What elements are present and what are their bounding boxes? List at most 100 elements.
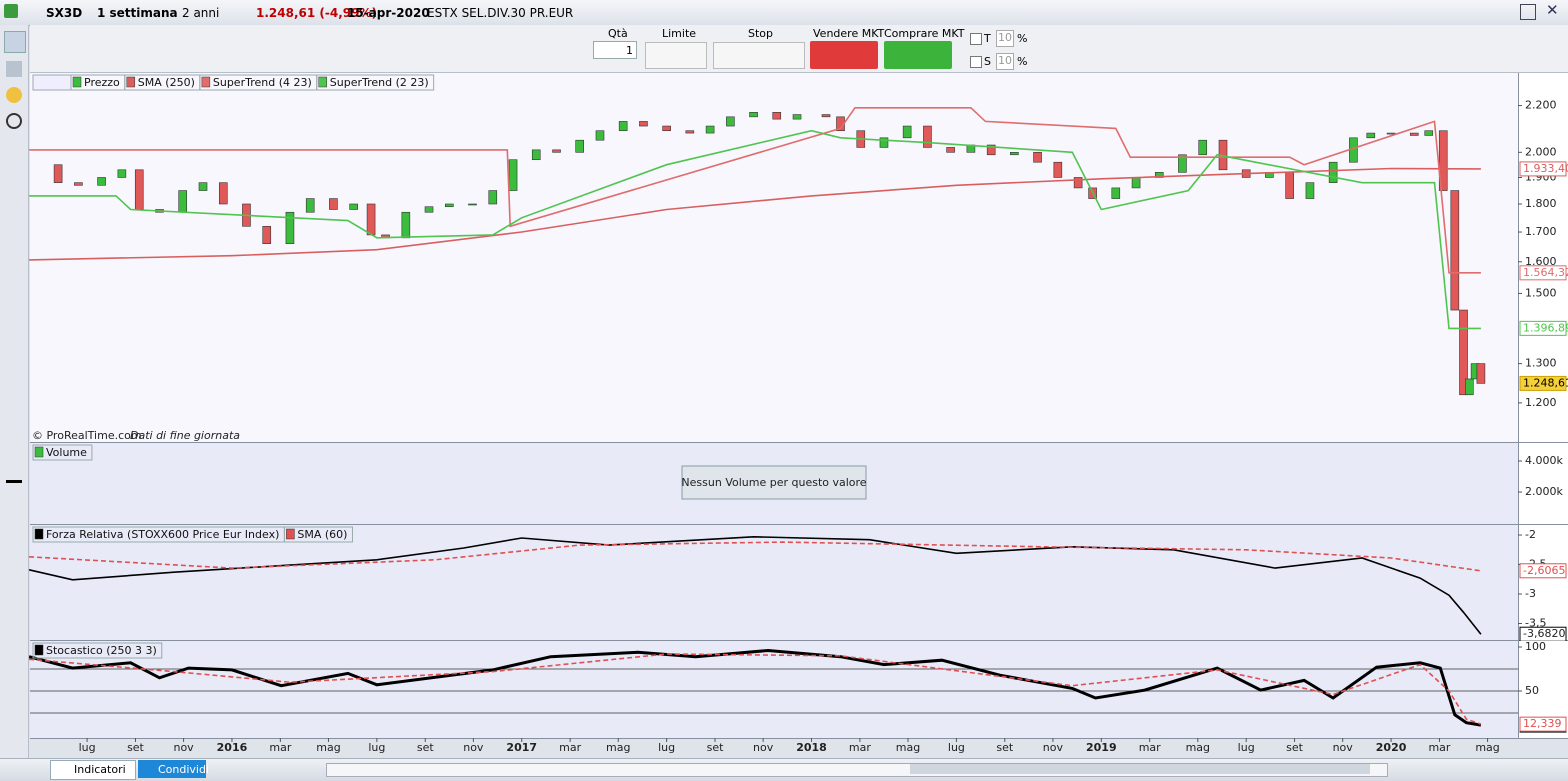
x-tick-label: lug bbox=[368, 741, 385, 754]
x-tick-label: nov bbox=[1043, 741, 1064, 754]
x-tick-label: lug bbox=[79, 741, 96, 754]
candle bbox=[508, 159, 518, 191]
value-label: -2,6065 bbox=[1523, 564, 1565, 577]
t-input[interactable]: 10 bbox=[996, 30, 1014, 47]
s-label: S bbox=[984, 55, 991, 68]
candle bbox=[1366, 132, 1376, 139]
x-tick-label: set bbox=[127, 741, 144, 754]
legend-swatch bbox=[34, 446, 44, 458]
candle bbox=[218, 182, 228, 205]
axis-background bbox=[1518, 443, 1568, 524]
range[interactable]: 2 anni bbox=[182, 6, 220, 20]
indicators-label[interactable]: Indicatori bbox=[74, 763, 126, 776]
legend-icons bbox=[32, 74, 72, 91]
panel-background bbox=[30, 525, 1518, 640]
legend-box bbox=[32, 444, 93, 461]
line-style[interactable] bbox=[6, 480, 22, 483]
buy-button[interactable] bbox=[884, 41, 952, 69]
app-icon[interactable] bbox=[4, 4, 18, 18]
x-tick-label: mag bbox=[606, 741, 630, 754]
share-label[interactable]: Condividi bbox=[158, 763, 210, 776]
legend-box bbox=[32, 642, 163, 659]
candle bbox=[198, 182, 208, 191]
cursor-tool[interactable] bbox=[4, 31, 26, 53]
close[interactable]: ✕ bbox=[1546, 1, 1559, 19]
candle bbox=[468, 203, 477, 206]
x-tick-label: set bbox=[996, 741, 1013, 754]
legend-swatch bbox=[72, 76, 82, 88]
candle bbox=[366, 203, 376, 236]
candle bbox=[986, 144, 996, 156]
y-tick-label: 1.800 bbox=[1525, 197, 1557, 210]
candle bbox=[685, 130, 695, 134]
message: Nessun Volume per questo valore bbox=[681, 476, 866, 489]
buy-label: Comprare MKT bbox=[884, 27, 965, 40]
legend-label: SuperTrend (2 23) bbox=[330, 76, 429, 89]
x-tick-label: set bbox=[1286, 741, 1303, 754]
candle bbox=[1178, 154, 1187, 173]
t-checkbox[interactable] bbox=[970, 33, 982, 45]
candle bbox=[726, 116, 735, 127]
legend-label: Forza Relativa (STOXX600 Price Eur Index… bbox=[46, 528, 279, 541]
message-box bbox=[681, 465, 867, 500]
qty-input[interactable]: 1 bbox=[593, 41, 637, 59]
x-tick-label: lug bbox=[948, 741, 965, 754]
candle bbox=[705, 125, 715, 134]
limit-buttons[interactable] bbox=[645, 42, 707, 69]
candle bbox=[349, 203, 358, 210]
x-tick-label: mar bbox=[1139, 741, 1161, 754]
scroll-thumb[interactable] bbox=[910, 764, 1370, 774]
candle bbox=[1073, 177, 1083, 189]
candle bbox=[1111, 187, 1121, 199]
candle bbox=[262, 225, 272, 245]
share-button[interactable] bbox=[138, 760, 206, 778]
maximize[interactable] bbox=[1520, 4, 1536, 20]
s-checkbox[interactable] bbox=[970, 56, 982, 68]
y-tick-label: 2.200 bbox=[1525, 99, 1557, 112]
candle bbox=[1328, 161, 1338, 183]
bottom-bar: Indicatori Condividi bbox=[0, 758, 1568, 781]
zoom-tool[interactable] bbox=[6, 113, 22, 129]
candle bbox=[1053, 161, 1063, 178]
legend-box bbox=[316, 74, 435, 91]
candle bbox=[879, 137, 889, 148]
x-tick-label: mar bbox=[1428, 741, 1450, 754]
symbol[interactable]: SX3D bbox=[46, 6, 83, 20]
x-tick-label: mar bbox=[269, 741, 291, 754]
legend-label: Stocastico (250 3 3) bbox=[46, 644, 157, 657]
value-label: 1.396,89 bbox=[1523, 321, 1568, 334]
candle bbox=[1438, 130, 1448, 191]
x-tick-label: set bbox=[707, 741, 724, 754]
ruler-tool[interactable] bbox=[6, 61, 22, 77]
candle bbox=[1465, 378, 1474, 396]
value-label-box bbox=[1519, 716, 1567, 732]
y-tick-label: -3,5 bbox=[1525, 616, 1546, 629]
qty-label: Qtà bbox=[608, 27, 628, 40]
period[interactable]: 1 settimana bbox=[97, 6, 178, 20]
candle bbox=[902, 125, 912, 139]
x-tick-label: nov bbox=[753, 741, 774, 754]
axis-background bbox=[1518, 525, 1568, 640]
y-tick-label: 1.200 bbox=[1525, 396, 1557, 409]
legend-swatch bbox=[201, 76, 211, 88]
value-label-box bbox=[1519, 265, 1567, 281]
y-tick-label: 100 bbox=[1525, 640, 1546, 653]
candle bbox=[923, 125, 932, 148]
y-tick-label: -3 bbox=[1525, 587, 1536, 600]
candle bbox=[749, 111, 758, 118]
stop-buttons[interactable] bbox=[713, 42, 805, 69]
y-tick-label: 1.300 bbox=[1525, 357, 1557, 370]
x-tick-label: nov bbox=[173, 741, 194, 754]
candle bbox=[53, 164, 63, 183]
t-label: T bbox=[984, 32, 991, 45]
sell-button[interactable] bbox=[810, 41, 878, 69]
value-label-box bbox=[1519, 161, 1567, 177]
candle bbox=[662, 125, 671, 132]
candle bbox=[639, 121, 648, 127]
alert-tool[interactable] bbox=[6, 87, 22, 103]
s-input[interactable]: 10 bbox=[996, 53, 1014, 70]
candle bbox=[178, 190, 188, 213]
series-line bbox=[29, 107, 1481, 274]
x-tick-label: set bbox=[417, 741, 434, 754]
